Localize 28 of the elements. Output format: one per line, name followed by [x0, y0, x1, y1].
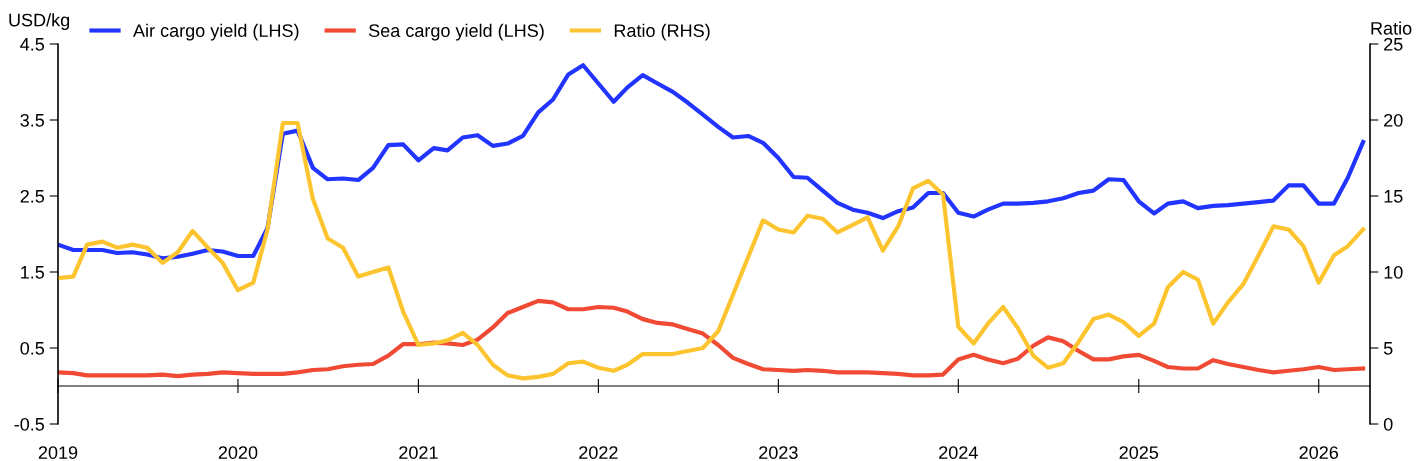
line-series [58, 298, 1366, 379]
x-tick-label: 2024 [939, 446, 978, 459]
y-axis-title: USD/kg [9, 13, 70, 30]
line-series [58, 120, 1366, 381]
y-tick-label: 2.5 [20, 189, 45, 203]
x-tick-label: 2021 [399, 446, 438, 459]
y2-tick-label: 15 [1384, 190, 1403, 203]
x-tick-label: 2023 [759, 446, 798, 459]
line-series [58, 63, 1366, 261]
y-tick-label: 0.5 [20, 341, 45, 355]
x-tick-label: 2025 [1119, 446, 1159, 459]
legend-label: Ratio (RHS) [614, 23, 710, 41]
y2-tick-label: 5 [1383, 342, 1393, 355]
x-tick-label: 2020 [218, 446, 258, 459]
y-tick-label: -0.5 [14, 417, 45, 431]
legend-label: Sea cargo yield (LHS) [368, 23, 544, 41]
y-tick-label: 3.5 [20, 113, 45, 127]
y2-tick-label: 10 [1384, 265, 1403, 279]
x-tick-label: 2022 [579, 446, 618, 459]
y-tick-label: 1.5 [21, 266, 45, 279]
y2-tick-label: 0 [1383, 417, 1393, 431]
y2-tick-label: 25 [1384, 37, 1403, 51]
y2-axis-title: Ratio [1371, 21, 1412, 35]
y-tick-label: 4.5 [20, 38, 45, 51]
x-tick-label: 2019 [38, 446, 78, 459]
legend-label: Air cargo yield (LHS) [133, 23, 299, 41]
y2-tick-label: 20 [1384, 113, 1403, 127]
x-tick-label: 2026 [1299, 446, 1339, 459]
